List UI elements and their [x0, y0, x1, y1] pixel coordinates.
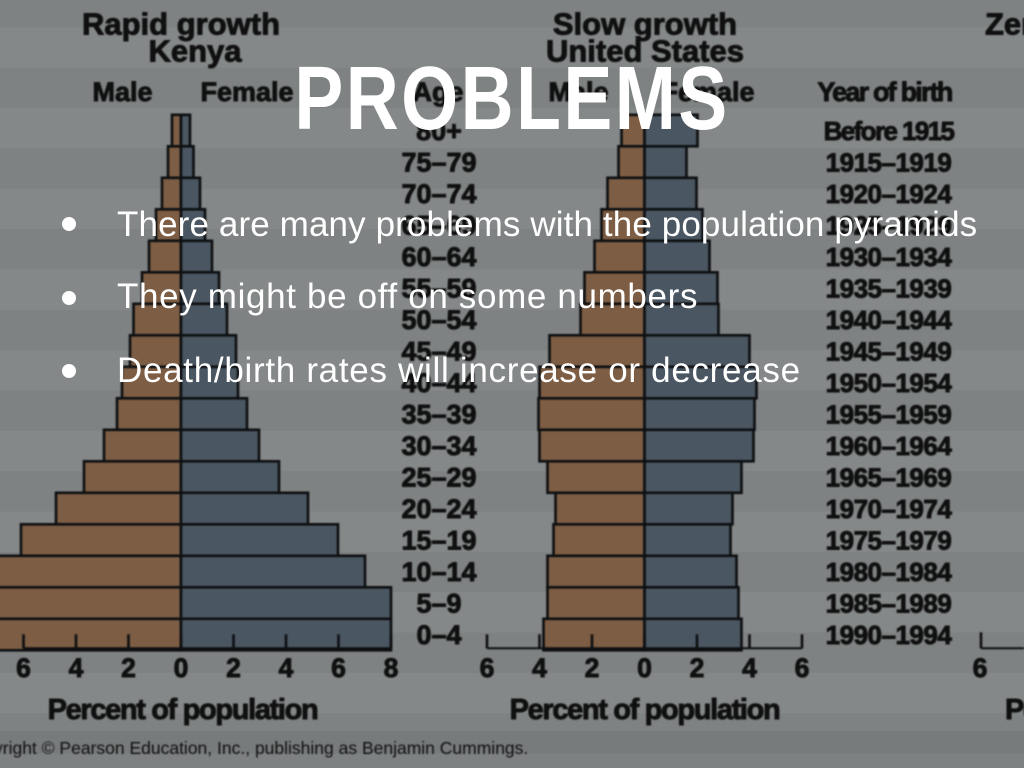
svg-text:Percent of population: Percent of population [510, 694, 780, 726]
svg-text:75–79: 75–79 [401, 148, 476, 178]
svg-text:2: 2 [121, 653, 136, 683]
svg-text:80+: 80+ [416, 116, 462, 146]
svg-text:15–19: 15–19 [401, 526, 476, 556]
svg-text:30–34: 30–34 [401, 431, 476, 461]
svg-text:Female: Female [661, 77, 754, 107]
svg-text:1950–1954: 1950–1954 [826, 368, 953, 398]
svg-text:8: 8 [384, 653, 399, 683]
svg-text:45–49: 45–49 [401, 337, 476, 367]
svg-text:1975–1979: 1975–1979 [826, 526, 952, 556]
svg-text:Age: Age [412, 77, 463, 107]
svg-text:Male: Male [92, 77, 152, 107]
svg-text:1915–1919: 1915–1919 [826, 148, 952, 178]
svg-text:6: 6 [480, 653, 495, 683]
svg-text:1955–1959: 1955–1959 [826, 400, 952, 430]
svg-text:0: 0 [637, 653, 652, 683]
svg-text:6: 6 [795, 653, 810, 683]
svg-text:5–9: 5–9 [416, 589, 461, 619]
svg-text:1945–1949: 1945–1949 [826, 337, 952, 367]
svg-text:Rapid growth: Rapid growth [82, 7, 280, 42]
svg-text:6: 6 [16, 653, 31, 683]
svg-text:1960–1964: 1960–1964 [826, 431, 953, 461]
svg-text:1985–1989: 1985–1989 [826, 589, 952, 619]
svg-text:2: 2 [690, 653, 705, 683]
svg-text:55–59: 55–59 [401, 274, 476, 304]
svg-text:20–24: 20–24 [401, 494, 476, 524]
svg-text:Slow growth: Slow growth [553, 7, 737, 42]
svg-text:4: 4 [279, 653, 294, 683]
svg-text:4: 4 [69, 653, 84, 683]
svg-text:Male: Male [548, 77, 608, 107]
svg-text:United States: United States [546, 34, 744, 69]
svg-text:1980–1984: 1980–1984 [826, 557, 953, 587]
svg-text:1940–1944: 1940–1944 [826, 305, 953, 335]
svg-text:70–74: 70–74 [401, 179, 476, 209]
svg-text:35–39: 35–39 [401, 400, 476, 430]
svg-text:25–29: 25–29 [401, 463, 476, 493]
svg-text:40–44: 40–44 [401, 368, 476, 398]
svg-text:1930–1934: 1930–1934 [826, 242, 953, 272]
svg-text:1965–1969: 1965–1969 [826, 463, 952, 493]
svg-text:Percent of population: Percent of population [48, 694, 318, 726]
svg-text:Kenya: Kenya [148, 34, 242, 69]
svg-text:6: 6 [973, 653, 988, 683]
svg-text:65–69: 65–69 [401, 211, 476, 241]
svg-text:1920–1924: 1920–1924 [826, 179, 953, 209]
svg-text:Year of birth: Year of birth [817, 77, 951, 107]
svg-text:1925–1929: 1925–1929 [826, 211, 952, 241]
svg-text:4: 4 [532, 653, 547, 683]
svg-text:0–4: 0–4 [416, 620, 461, 650]
svg-text:6: 6 [331, 653, 346, 683]
svg-text:Before 1915: Before 1915 [824, 116, 955, 146]
svg-text:60–64: 60–64 [401, 242, 476, 272]
svg-text:0: 0 [174, 653, 189, 683]
svg-text:Percent of population: Percent of population [1005, 694, 1024, 726]
svg-text:2: 2 [585, 653, 600, 683]
svg-text:2: 2 [226, 653, 241, 683]
svg-text:1990–1994: 1990–1994 [826, 620, 953, 650]
svg-text:4: 4 [742, 653, 757, 683]
svg-text:10–14: 10–14 [401, 557, 476, 587]
svg-text:Female: Female [200, 77, 293, 107]
svg-text:50–54: 50–54 [401, 305, 476, 335]
svg-text:1970–1974: 1970–1974 [826, 494, 953, 524]
svg-text:Zero growth: Zero growth [985, 7, 1024, 42]
svg-text:yright © Pearson Education, In: yright © Pearson Education, Inc., publis… [0, 738, 528, 758]
svg-text:1935–1939: 1935–1939 [826, 274, 952, 304]
